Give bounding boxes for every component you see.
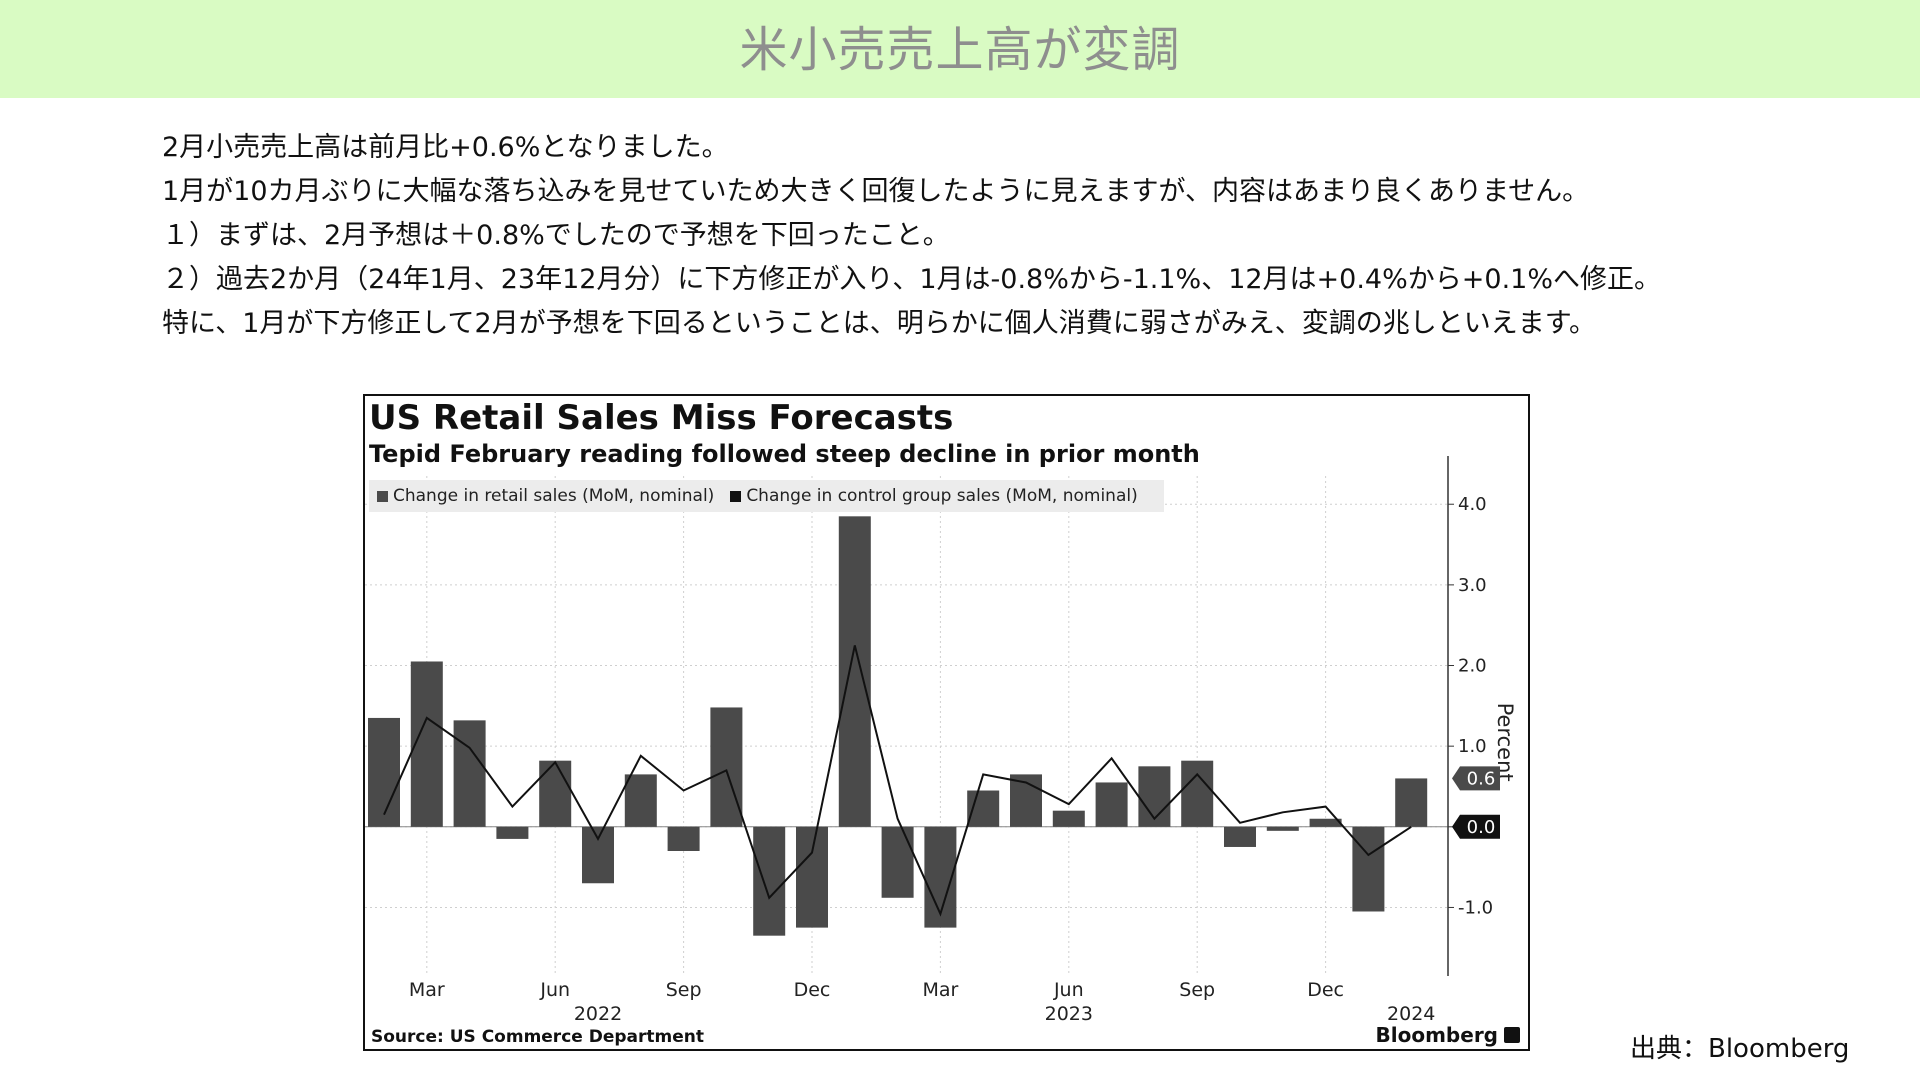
retail-sales-bar — [496, 826, 529, 839]
legend-swatch — [730, 490, 742, 502]
x-tick-label: Jun — [539, 979, 570, 1001]
chart-subtitle: Tepid February reading followed steep de… — [369, 440, 1200, 468]
legend-swatch — [377, 490, 388, 502]
page-title: 米小売売上高が変調 — [739, 22, 1181, 78]
retail-sales-bar — [753, 826, 786, 936]
x-tick-label: Jun — [1053, 979, 1084, 1001]
retail-sales-bar — [1224, 826, 1256, 847]
commentary-line: ２）過去2か月（24年1月、23年12月分）に下方修正が入り、1月は-0.8%か… — [162, 264, 1661, 295]
commentary-line: 特に、1月が下方修正して2月が予想を下回るということは、明らかに個人消費に弱さが… — [162, 308, 1597, 339]
value-callout-tag — [1452, 766, 1500, 791]
commentary-line: 2月小売売上高は前月比+0.6%となりました。 — [162, 132, 729, 163]
retail-sales-bar — [1138, 766, 1171, 827]
retail-sales-bar — [1095, 782, 1128, 827]
commentary: 2月小売売上高は前月比+0.6%となりました。 1月が10カ月ぶりに大幅な落ち込… — [162, 126, 1762, 346]
retail-sales-bar — [1052, 810, 1085, 827]
chart-panel: -1.0 0.0 1.0 2.0 3.0 4.0 Mar Jun Sep Dec Mar Jun Sep… — [363, 394, 1530, 1051]
retail-sales-bar — [582, 826, 614, 884]
x-tick-label: Dec — [1307, 979, 1344, 1001]
x-tick-label: Mar — [922, 979, 958, 1001]
x-tick-label: Sep — [1179, 979, 1215, 1001]
control-group-line — [383, 645, 1412, 917]
retail-sales-bar — [1395, 778, 1428, 827]
chart-canvas: -1.0 0.0 1.0 2.0 3.0 4.0 Mar Jun Sep Dec Mar Jun Sep… — [365, 456, 1517, 1025]
retail-sales-bar — [710, 707, 743, 827]
retail-sales-bar — [453, 720, 486, 827]
retail-sales-bar — [1181, 760, 1214, 827]
value-callout-tag — [1452, 814, 1500, 839]
y-tick-label: 3.0 — [1458, 575, 1487, 596]
commentary-line: １）まずは、2月予想は＋0.8%でしたので予想を下回ったこと。 — [162, 220, 950, 251]
y-tick-label: -1.0 — [1458, 897, 1493, 918]
legend-label: Change in control group sales (MoM, nomi… — [746, 486, 1138, 506]
retail-sales-bar — [1266, 826, 1299, 831]
retail-sales-bar — [667, 826, 700, 851]
brand-name: Bloomberg — [1375, 1023, 1498, 1047]
retail-sales-bar — [881, 826, 914, 898]
retail-sales-bar — [1309, 818, 1342, 827]
value-callout-label: 0.0 — [1467, 817, 1496, 838]
chart-title: US Retail Sales Miss Forecasts — [369, 398, 954, 438]
legend-item-retail: Change in retail sales (MoM, nominal) — [377, 486, 714, 506]
value-callout-label: 0.6 — [1467, 768, 1496, 789]
bloomberg-logo-icon — [1504, 1027, 1520, 1043]
x-tick-label: Mar — [409, 979, 445, 1001]
retail-sales-bar — [1352, 826, 1385, 912]
chart-brand: Bloomberg — [1376, 1023, 1520, 1047]
x-tick-label: Sep — [666, 979, 702, 1001]
retail-sales-bar — [624, 774, 657, 827]
legend-item-control: Change in control group sales (MoM, nomi… — [730, 486, 1138, 506]
x-year-label: 2023 — [1045, 1003, 1093, 1025]
y-tick-label: 4.0 — [1458, 494, 1487, 515]
y-tick-label: 1.0 — [1458, 736, 1487, 757]
x-year-label: 2022 — [574, 1003, 622, 1025]
legend-label: Change in retail sales (MoM, nominal) — [393, 486, 715, 506]
y-tick-label: 2.0 — [1458, 656, 1487, 677]
x-year-label: 2024 — [1387, 1003, 1435, 1025]
chart-legend: Change in retail sales (MoM, nominal) Ch… — [369, 480, 1164, 512]
retail-sales-bar — [368, 717, 400, 827]
source-credit: 出典：Bloomberg — [1630, 1034, 1850, 1064]
title-banner: 米小売売上高が変調 — [0, 0, 1920, 98]
chart-source: Source: US Commerce Department — [371, 1027, 704, 1047]
retail-sales-bar — [796, 826, 828, 928]
retail-sales-bar — [838, 516, 871, 827]
x-tick-label: Dec — [794, 979, 831, 1001]
commentary-line: 1月が10カ月ぶりに大幅な落ち込みを見せていため大きく回復したように見えますが、… — [162, 176, 1590, 207]
retail-sales-bar — [539, 760, 572, 827]
